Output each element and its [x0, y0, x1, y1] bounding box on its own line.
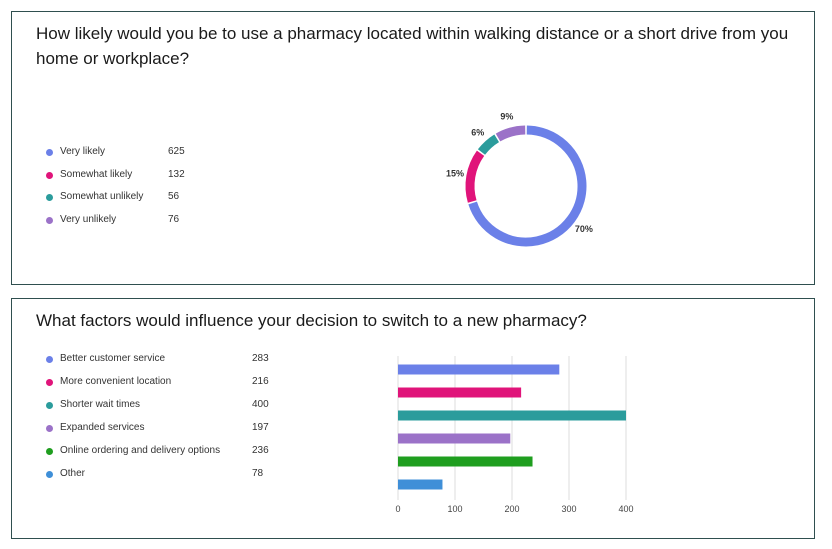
legend-count: 78 — [252, 468, 264, 479]
question-title: What factors would influence your decisi… — [36, 311, 587, 330]
bar — [398, 364, 560, 375]
question-card-switch-factors: What factors would influence your decisi… — [11, 298, 815, 539]
legend-label: Expanded services — [60, 422, 145, 433]
x-tick-label: 400 — [618, 504, 633, 514]
donut-slice — [468, 125, 587, 247]
x-tick-label: 100 — [447, 504, 462, 514]
donut-slice — [477, 134, 500, 155]
bar — [398, 433, 511, 444]
bar — [398, 479, 443, 490]
donut-percent-label: 6% — [471, 128, 484, 138]
donut-slice — [465, 150, 485, 203]
bar-chart: 0 100 200 300 400 — [395, 356, 634, 514]
legend-label: More convenient location — [60, 376, 172, 387]
legend-swatch — [46, 425, 53, 432]
legend-swatch — [46, 149, 53, 156]
legend-swatch — [46, 171, 53, 179]
legend-count: 400 — [252, 399, 269, 410]
x-tick-label: 0 — [395, 504, 400, 514]
donut-percent-label: 9% — [500, 112, 513, 122]
donut-percent-label: 70% — [575, 224, 593, 234]
legend-label: Other — [60, 468, 86, 479]
donut-percent-label: 15% — [446, 169, 464, 179]
bar — [398, 456, 533, 467]
legend-label: Somewhat unlikely — [60, 191, 144, 202]
legend-swatch — [46, 471, 53, 478]
legend-count: 76 — [168, 213, 180, 225]
legend-swatch — [46, 194, 53, 201]
legend-count: 236 — [252, 445, 269, 456]
bar — [398, 410, 626, 421]
question-title: How likely would you be to use a pharmac… — [36, 24, 789, 68]
legend-swatch — [46, 402, 53, 409]
legend-label: Very likely — [60, 146, 106, 157]
legend-count: 197 — [252, 422, 269, 433]
legend-label: Online ordering and delivery options — [60, 445, 221, 456]
legend-swatch — [46, 379, 53, 386]
legend-label: Very unlikely — [60, 213, 117, 225]
legend-count: 283 — [252, 353, 269, 364]
legend-swatch — [46, 356, 53, 363]
legend-label: Better customer service — [60, 353, 166, 364]
legend-count: 216 — [252, 376, 269, 387]
donut-slice — [495, 125, 526, 142]
legend-swatch — [46, 448, 53, 455]
donut-chart: 70% 15% 6% 9% — [446, 112, 593, 247]
legend-label: Shorter wait times — [60, 399, 141, 410]
question-card-pharmacy-distance: How likely would you be to use a pharmac… — [11, 11, 815, 285]
bar — [398, 387, 522, 398]
legend-swatch — [46, 216, 53, 224]
x-tick-label: 200 — [504, 504, 519, 514]
legend-count: 56 — [168, 191, 180, 202]
legend-count: 132 — [168, 168, 185, 180]
legend-count: 625 — [168, 146, 185, 157]
legend-label: Somewhat likely — [60, 168, 133, 180]
x-tick-label: 300 — [561, 504, 576, 514]
